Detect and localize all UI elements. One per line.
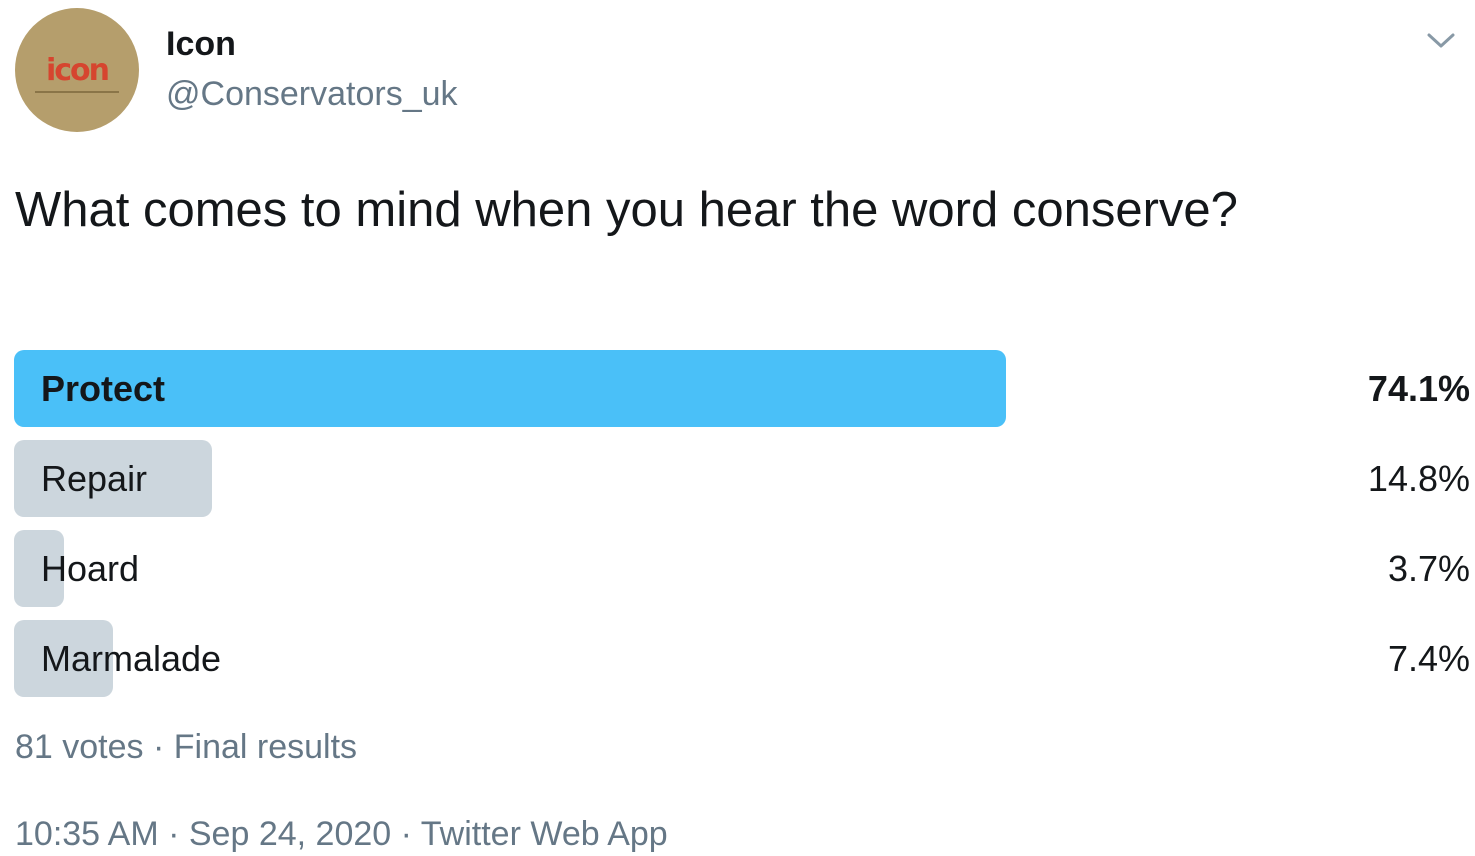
avatar-logo: icon [45,53,110,88]
poll-option: Protect 74.1% [14,350,1470,427]
poll-vote-count: 81 votes [15,728,144,766]
poll-option-percent: 74.1% [1367,368,1470,409]
tweet-source[interactable]: Twitter Web App [420,815,668,853]
poll-option-bar [14,350,1006,427]
separator: · [158,815,189,853]
tweet-date[interactable]: Sep 24, 2020 [188,815,392,853]
tweet-text: What comes to mind when you hear the wor… [15,183,1238,237]
poll-option: Hoard 3.7% [14,530,1470,607]
tweet-time[interactable]: 10:35 AM [15,815,159,853]
poll-option-label: Protect [41,368,166,409]
tweet-timestamp: 10:35 AM · Sep 24, 2020 · Twitter Web Ap… [15,812,668,856]
poll-option-percent: 3.7% [1387,548,1470,589]
poll-option: Marmalade 7.4% [14,620,1470,697]
author-handle[interactable]: @Conservators_uk [166,75,458,113]
chevron-down-icon [1427,33,1455,48]
separator: · [143,728,174,766]
author-display-name[interactable]: Icon [166,25,236,63]
poll-option: Repair 14.8% [14,440,1470,517]
poll-option-label: Repair [41,458,148,499]
avatar[interactable]: icon [15,8,139,132]
poll-option-bar [14,440,212,517]
tweet-menu-button[interactable] [1423,26,1459,56]
poll-summary: 81 votes · Final results [15,725,357,769]
separator: · [391,815,421,853]
poll-option-label: Hoard [41,548,140,589]
avatar-logo-underline [35,91,119,93]
poll-option-percent: 7.4% [1387,638,1470,679]
poll-option-percent: 14.8% [1367,458,1470,499]
poll-status: Final results [173,728,358,766]
poll-option-bar [14,530,64,607]
poll: Protect 74.1% Repair 14.8% Hoard 3.7% Ma… [14,350,1470,710]
poll-option-label: Marmalade [41,638,222,679]
poll-option-bar [14,620,113,697]
